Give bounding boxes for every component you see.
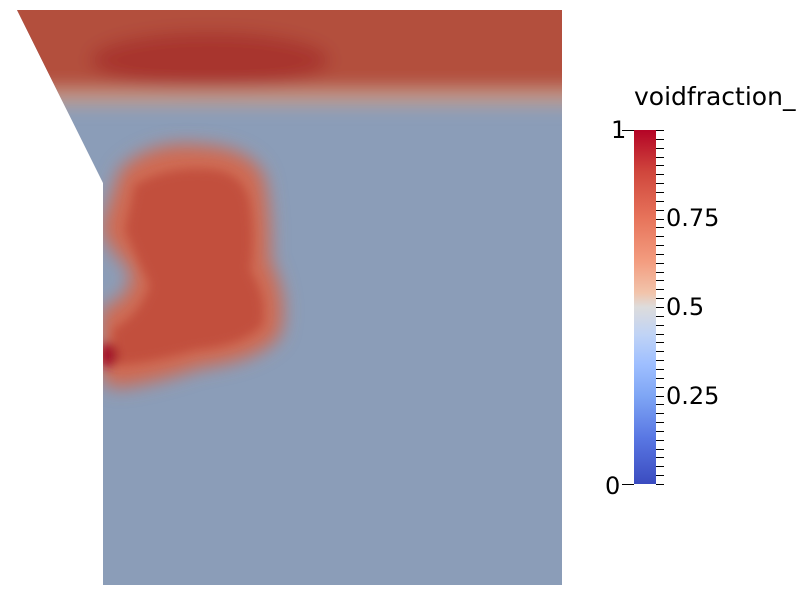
colorbar-max-mark — [622, 130, 634, 131]
colorbar-minor-tick — [656, 342, 664, 344]
colorbar-minor-tick — [656, 351, 664, 353]
colorbar-minor-tick — [656, 439, 664, 441]
colorbar-minor-tick — [656, 191, 664, 193]
colorbar-minor-tick — [656, 360, 664, 362]
colorbar-minor-tick — [656, 209, 664, 211]
colorbar-minor-tick — [656, 298, 664, 300]
colorbar-minor-tick — [656, 307, 664, 308]
colorbar-minor-tick — [656, 422, 664, 424]
colorbar-label-0.75: 0.75 — [666, 204, 720, 232]
colorbar-minor-tick — [656, 147, 664, 149]
colorbar-minor-tick — [656, 457, 664, 459]
colorbar-minor-tick — [656, 315, 664, 317]
top-void-layer — [17, 10, 562, 104]
colorbar-minor-tick — [656, 484, 664, 485]
colorbar-minor-tick — [656, 156, 664, 158]
colorbar-label-0.5: 0.5 — [666, 293, 705, 321]
colorbar-minor-tick — [656, 280, 664, 282]
colorbar-minor-tick — [656, 245, 664, 247]
colorbar-minor-tick — [656, 271, 664, 273]
colorbar-minor-tick — [656, 430, 664, 432]
colorbar-minor-tick — [656, 138, 664, 140]
colorbar-minor-tick — [656, 448, 664, 450]
colorbar-minor-tick — [656, 475, 664, 477]
colorbar-minor-tick — [656, 262, 664, 264]
colorbar-minor-tick — [656, 236, 664, 238]
colorbar-minor-tick — [656, 130, 664, 131]
colorbar-minor-tick — [656, 413, 664, 415]
colorbar-minor-tick — [656, 377, 664, 379]
colorbar-minor-tick — [656, 218, 664, 220]
colorbar-minor-tick — [656, 183, 664, 185]
colorbar-minor-tick — [656, 333, 664, 335]
colorbar-minor-tick — [656, 466, 664, 468]
bubble-core — [98, 169, 264, 367]
colorbar-minor-tick — [656, 200, 664, 202]
colorbar-minor-tick — [656, 368, 664, 370]
colorbar-minor-tick — [656, 324, 664, 326]
colorbar-ticks — [656, 130, 664, 485]
colorbar-min-mark — [622, 484, 634, 485]
colorbar-minor-tick — [656, 165, 664, 167]
colorbar-title: voidfraction_ — [634, 82, 796, 111]
colorbar-min-label: 0 — [605, 472, 621, 500]
colorbar-minor-tick — [656, 174, 664, 176]
colorbar-minor-tick — [656, 395, 664, 397]
colorbar-minor-tick — [656, 386, 664, 388]
colorbar-minor-tick — [656, 289, 664, 291]
colorbar-minor-tick — [656, 404, 664, 406]
colorbar-minor-tick — [656, 227, 664, 229]
colorbar-max-label: 1 — [611, 116, 627, 144]
colorbar-label-0.25: 0.25 — [666, 382, 720, 410]
colorbar — [634, 130, 656, 484]
colorbar-minor-tick — [656, 253, 664, 255]
